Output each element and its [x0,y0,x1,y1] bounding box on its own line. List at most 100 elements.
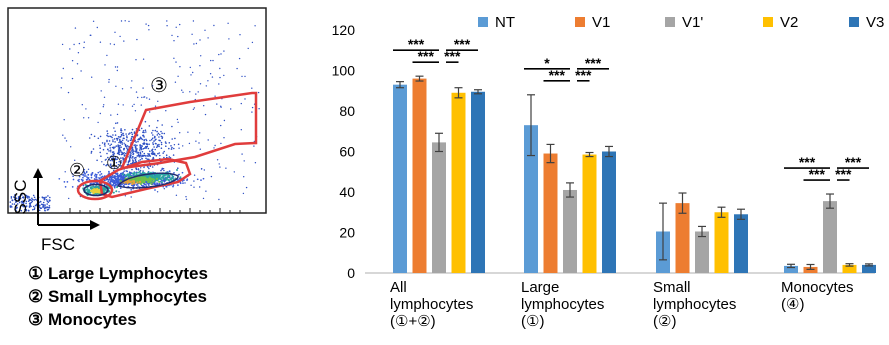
scatter-event-dot [111,136,113,139]
scatter-event-dot [110,179,113,181]
bar-nt [524,125,538,273]
scatter-event-dot [150,175,153,178]
scatter-event-dot [205,190,207,192]
scatter-event-dot [109,164,111,166]
scatter-event-dot [168,170,171,173]
scatter-event-dot [142,130,145,132]
scatter-event-dot [110,114,112,116]
scatter-event-dot [69,48,71,50]
scatter-event-dot [144,129,147,131]
scatter-event-dot [112,155,115,157]
scatter-event-dot [136,144,138,147]
legend-swatch [478,17,488,27]
scatter-event-dot [253,145,255,147]
scatter-event-dot [129,132,131,134]
scatter-event-dot [211,76,214,78]
scatter-event-dot [138,180,142,183]
scatter-event-dot [93,135,96,138]
scatter-event-dot [112,184,114,186]
scatter-event-dot [182,145,184,147]
scatter-event-dot [136,148,138,150]
scatter-event-dot [165,173,168,176]
flow-cytometry-panel: ③ ① ② SSC FSC ① Large Lymphocytes ② Smal… [0,0,280,340]
legend-monocytes: ③ Monocytes [28,310,137,329]
scatter-event-dot [219,67,221,70]
scatter-event-dot [152,151,154,153]
scatter-event-dot [172,184,175,186]
scatter-event-dot [83,168,86,171]
scatter-event-dot [204,113,207,116]
scatter-event-dot [149,150,151,152]
scatter-event-dot [162,174,165,177]
scatter-event-dot [161,132,163,135]
scatter-event-dot [104,159,107,161]
scatter-event-dot [155,154,158,157]
scatter-event-dot [136,38,138,41]
scatter-event-dot [170,177,173,180]
scatter-event-dot [214,144,216,147]
scatter-event-dot [135,59,137,61]
scatter-event-dot [82,184,85,187]
scatter-event-dot [128,160,131,162]
scatter-event-dot [146,158,149,160]
scatter-event-dot [156,146,158,149]
scatter-event-dot [151,137,154,140]
scatter-event-dot [145,23,147,25]
scatter-event-dot [13,203,16,205]
scatter-event-dot [103,96,106,99]
scatter-event-dot [189,66,191,69]
scatter-event-dot [91,172,94,174]
significance-label: *** [835,166,852,182]
scatter-event-dot [157,152,159,155]
scatter-event-dot [46,200,49,202]
scatter-event-dot [145,145,147,148]
scatter-event-dot [131,157,133,159]
scatter-event-dot [80,70,82,72]
scatter-event-dot [177,167,179,169]
scatter-event-dot [111,176,114,179]
scatter-event-dot [153,140,155,142]
scatter-event-dot [173,40,175,42]
scatter-event-dot [71,77,74,80]
scatter-event-dot [106,139,108,142]
scatter-event-dot [177,143,180,146]
scatter-event-dot [247,47,249,50]
scatter-event-dot [145,143,148,145]
scatter-event-dot [220,124,222,127]
scatter-event-dot [117,176,120,178]
scatter-event-dot [139,151,142,154]
scatter-event-dot [159,139,161,142]
legend-swatch [849,17,859,27]
x-category-label: Large lymphocytes (①) [521,279,604,330]
scatter-event-dot [74,159,76,161]
scatter-event-dot [135,157,137,159]
scatter-event-dot [100,90,102,92]
scatter-event-dot [48,200,51,202]
scatter-event-dot [130,151,132,153]
scatter-event-dot [172,185,174,188]
scatter-event-dot [168,142,171,144]
scatter-event-dot [117,137,119,140]
scatter-event-dot [106,134,108,137]
scatter-event-dot [142,185,144,188]
scatter-event-dot [158,183,161,185]
x-axis-label: FSC [41,235,75,254]
scatter-event-dot [111,159,114,162]
scatter-event-dot [192,20,195,22]
scatter-event-dot [145,157,147,160]
scatter-event-dot [200,55,202,57]
significance-label: *** [585,55,602,71]
scatter-event-dot [17,197,20,199]
scatter-event-dot [152,156,155,159]
scatter-event-dot [120,153,123,156]
scatter-event-dot [141,178,144,181]
scatter-event-dot [123,154,126,156]
scatter-event-dot [156,130,158,133]
scatter-event-dot [119,151,121,153]
scatter-event-dot [163,156,165,159]
scatter-event-dot [173,172,175,174]
scatter-event-dot [62,67,64,70]
scatter-event-dot [114,31,116,33]
scatter-event-dot [128,183,131,185]
scatter-event-dot [130,137,133,140]
